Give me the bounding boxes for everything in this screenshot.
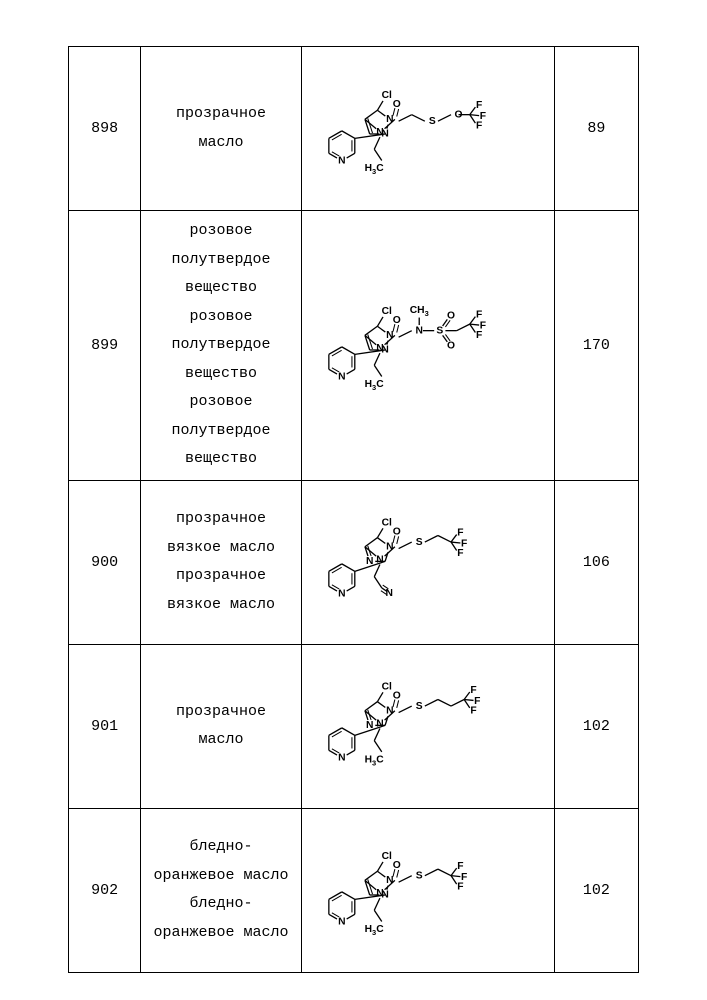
svg-text:Cl: Cl — [381, 306, 391, 317]
structure-diagram: NNNClNOH3CSFFF — [310, 826, 546, 954]
compound-value: 102 — [554, 808, 638, 972]
svg-text:F: F — [457, 861, 463, 872]
svg-text:N: N — [338, 753, 345, 764]
compound-number: 902 — [69, 808, 141, 972]
svg-text:F: F — [470, 705, 476, 716]
svg-text:H3C: H3C — [364, 754, 384, 768]
description-line: прозрачное масло — [176, 105, 266, 151]
svg-text:F: F — [470, 685, 476, 696]
svg-text:Cl: Cl — [381, 851, 391, 862]
structure-diagram: NNNClNOH3CNCH3SOOFFF — [310, 281, 546, 409]
svg-text:F: F — [476, 100, 482, 111]
svg-text:S: S — [416, 701, 423, 712]
svg-text:O: O — [447, 311, 455, 322]
svg-text:Cl: Cl — [381, 681, 391, 692]
compound-description: прозрачное вязкое масло прозрачное вязкое… — [141, 480, 302, 644]
compound-structure: NNNClNONSFFF — [301, 480, 554, 644]
svg-text:O: O — [393, 690, 401, 701]
table-row: 900прозрачное вязкое маслопрозрачное вяз… — [69, 480, 639, 644]
compound-value: 106 — [554, 480, 638, 644]
svg-text:N: N — [415, 326, 422, 337]
compound-value: 89 — [554, 47, 638, 211]
svg-text:F: F — [457, 527, 463, 538]
svg-text:N: N — [385, 588, 392, 599]
compound-structure: NNNClNOH3CSFFF — [301, 644, 554, 808]
svg-text:O: O — [393, 526, 401, 537]
description-line: розовое полутвердое вещество — [172, 222, 271, 296]
compound-description: бледно-оранжевое масло бледно-оранжевое м… — [141, 808, 302, 972]
compound-number: 899 — [69, 211, 141, 481]
compound-number: 898 — [69, 47, 141, 211]
svg-text:F: F — [457, 548, 463, 559]
structure-diagram: NNNClNONSFFF — [310, 498, 546, 626]
svg-text:N: N — [376, 343, 383, 354]
description-line: прозрачное масло — [176, 703, 266, 749]
compounds-table: 898прозрачное маслоNNNClNOH3CSOFFF89899р… — [68, 46, 639, 973]
svg-text:H3C: H3C — [364, 924, 384, 938]
svg-text:F: F — [476, 120, 482, 131]
svg-text:Cl: Cl — [381, 517, 391, 528]
svg-text:N: N — [338, 917, 345, 928]
svg-text:N: N — [376, 555, 383, 566]
svg-text:N: N — [338, 372, 345, 383]
svg-text:O: O — [393, 860, 401, 871]
structure-diagram: NNNClNOH3CSFFF — [310, 662, 546, 790]
svg-text:S: S — [429, 115, 436, 126]
description-line: прозрачное вязкое масло — [167, 510, 275, 556]
svg-text:H3C: H3C — [364, 162, 384, 176]
svg-text:S: S — [416, 537, 423, 548]
compound-description: прозрачное масло — [141, 644, 302, 808]
svg-text:N: N — [338, 589, 345, 600]
description-line: розовое полутвердое вещество — [172, 393, 271, 467]
svg-text:Cl: Cl — [381, 90, 391, 101]
svg-text:F: F — [476, 310, 482, 321]
svg-text:N: N — [338, 155, 345, 166]
description-line: бледно-оранжевое масло — [154, 895, 289, 941]
description-line: прозрачное вязкое масло — [167, 567, 275, 613]
structure-diagram: NNNClNOH3CSOFFF — [310, 65, 546, 193]
compound-structure: NNNClNOH3CSOFFF — [301, 47, 554, 211]
table-row: 899розовое полутвердое веществорозовое п… — [69, 211, 639, 481]
table-row: 901прозрачное маслоNNNClNOH3CSFFF102 — [69, 644, 639, 808]
table-row: 902бледно-оранжевое маслобледно-оранжево… — [69, 808, 639, 972]
svg-text:N: N — [376, 719, 383, 730]
compound-number: 900 — [69, 480, 141, 644]
svg-text:CH3: CH3 — [410, 305, 429, 319]
svg-text:O: O — [393, 315, 401, 326]
svg-text:O: O — [393, 99, 401, 110]
compound-description: прозрачное масло — [141, 47, 302, 211]
description-line: розовое полутвердое вещество — [172, 308, 271, 382]
table-row: 898прозрачное маслоNNNClNOH3CSOFFF89 — [69, 47, 639, 211]
svg-text:N: N — [376, 888, 383, 899]
compound-value: 170 — [554, 211, 638, 481]
svg-text:N: N — [376, 127, 383, 138]
svg-text:F: F — [476, 330, 482, 341]
svg-text:H3C: H3C — [364, 379, 384, 393]
compound-structure: NNNClNOH3CSFFF — [301, 808, 554, 972]
svg-text:S: S — [436, 326, 443, 337]
compound-value: 102 — [554, 644, 638, 808]
svg-text:S: S — [416, 870, 423, 881]
compound-structure: NNNClNOH3CNCH3SOOFFF — [301, 211, 554, 481]
compound-number: 901 — [69, 644, 141, 808]
svg-text:F: F — [457, 882, 463, 893]
compound-description: розовое полутвердое вещество розовое полу… — [141, 211, 302, 481]
description-line: бледно-оранжевое масло — [154, 838, 289, 884]
svg-text:O: O — [447, 341, 455, 352]
